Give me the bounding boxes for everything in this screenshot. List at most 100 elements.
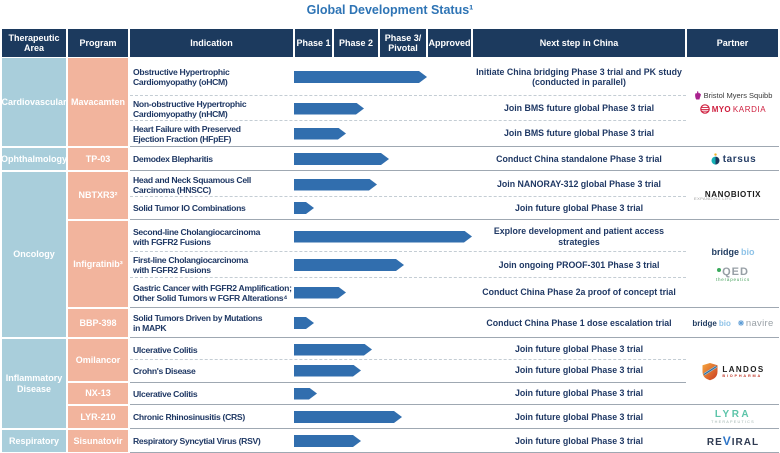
bridgebio-logo-text-dark: bridge [711, 246, 739, 257]
indication-cell: Chronic Rhinosinusitis (CRS) [133, 412, 245, 422]
column-header-partner: Partner [687, 29, 778, 57]
column-header-phase-3-pivotal: Phase 3/ Pivotal [380, 29, 426, 57]
indication-cell: Heart Failure with Preserved Ejection Fr… [133, 123, 241, 144]
column-header-program: Program [68, 29, 128, 57]
bridgebio-logo: bridge bio [692, 319, 730, 328]
bridgebio-logo-text-dark: bridge [692, 318, 717, 328]
next-step-cell: Conduct China Phase 2a proof of concept … [482, 287, 676, 298]
phase-progress-bar [294, 71, 427, 83]
program-cell-nbtxr3: NBTXR3² [68, 172, 128, 219]
program-cell-bbp-398: BBP-398 [68, 309, 128, 337]
partner-cell-reviral: RE V IRAL [688, 430, 778, 452]
tarsus-globe-icon [711, 153, 720, 165]
next-step-cell: Explore development and patient access s… [493, 226, 665, 247]
row-divider [130, 359, 686, 360]
phase-progress-bar [294, 231, 472, 243]
partner-cell-lyra: LYRA THERAPEUTICS [688, 406, 778, 428]
phase-progress-bar [294, 153, 389, 165]
table-row: Chronic Rhinosinusitis (CRS) Join future… [130, 406, 779, 428]
qed-logo-text: QED [722, 265, 749, 278]
table-row: Non-obstructive Hypertrophic Cardiomyopa… [130, 96, 779, 121]
group-divider [130, 170, 779, 171]
lyra-logo-text: LYRA [714, 409, 752, 420]
indication-cell: Obstructive Hypertrophic Cardiomyopathy … [133, 67, 230, 87]
next-step-cell: Join NANORAY-312 global Phase 3 trial [497, 179, 661, 190]
area-cell-ophthalmology: Ophthalmology [1, 148, 67, 170]
landos-logo-subtext: BIOPHARMA [722, 374, 763, 378]
indication-cell: Demodex Blepharitis [133, 154, 213, 164]
area-cell-respiratory: Respiratory [2, 430, 66, 452]
next-step-cell: Conduct China Phase 1 dose escalation tr… [486, 317, 672, 328]
bms-logo-text: Bristol Myers Squibb [703, 90, 773, 100]
table-row: Ulcerative Colitis Join future global Ph… [130, 383, 779, 404]
table-row: First-line Cholangiocarcinoma with FGFR2… [130, 252, 779, 278]
reviral-logo-text: RE [706, 437, 723, 448]
table-row: Gastric Cancer with FGFR2 Amplification;… [130, 278, 779, 307]
table-row: Respiratory Syncytial Virus (RSV) Join f… [130, 430, 779, 452]
lyra-logo-subtext: THERAPEUTICS [711, 420, 755, 424]
table-row: Obstructive Hypertrophic Cardiomyopathy … [130, 58, 779, 96]
next-step-cell: Join future global Phase 3 trial [514, 365, 644, 376]
program-cell-tp-03: TP-03 [68, 148, 128, 170]
next-step-cell: Join BMS future global Phase 3 trial [503, 128, 655, 139]
nanobiotix-tagline: EXPANDING LIFE [694, 196, 733, 201]
indication-cell: Ulcerative Colitis [133, 344, 198, 355]
area-cell-oncology: Oncology [2, 172, 66, 337]
column-header-indication: Indication [130, 29, 293, 57]
next-step-cell: Join future global Phase 3 trial [514, 435, 644, 446]
column-header-phase-1: Phase 1 [295, 29, 332, 57]
row-divider [130, 95, 686, 96]
partner-cell-nanobiotix: NANOBIOTIX EXPANDING LIFE [688, 172, 778, 219]
row-divider [130, 251, 686, 252]
bridgebio-logo-text-light: bio [741, 246, 755, 257]
reviral-v-mark: V [722, 434, 732, 448]
table-row: Demodex Blepharitis Conduct China standa… [130, 148, 779, 170]
program-cell-mavacamten: Mavacamten [68, 58, 128, 146]
partner-cell-bridgebio-navire: bridge bio navire [688, 309, 778, 337]
phase-progress-bar [294, 128, 346, 140]
landos-logo-text: LANDOS [722, 365, 765, 374]
bridgebio-logo: bridge bio [711, 247, 754, 257]
phase-progress-bar [294, 103, 364, 115]
indication-cell: Solid Tumor IO Combinations [133, 203, 246, 213]
phase-progress-bar [294, 259, 404, 271]
next-step-cell: Join future global Phase 3 trial [514, 411, 644, 422]
reviral-logo: RE V IRAL [707, 434, 759, 448]
group-divider [130, 219, 779, 220]
group-divider [130, 382, 686, 383]
myokardia-logo: MYO KARDIA [699, 104, 767, 114]
table-row: Crohn's Disease Join future global Phase… [130, 360, 779, 381]
landos-logo: LANDOS BIOPHARMA [701, 362, 764, 381]
next-step-cell: Join ongoing PROOF-301 Phase 3 trial [498, 259, 660, 270]
next-step-cell: Join future global Phase 3 trial [514, 344, 644, 355]
next-step-cell: Conduct China standalone Phase 3 trial [496, 153, 662, 164]
program-cell-sisunatovir: Sisunatovir [68, 430, 128, 452]
area-cell-inflammatory-disease: Inflammatory Disease [2, 339, 66, 428]
bristol-myers-squibb-logo: Bristol Myers Squibb [694, 90, 773, 100]
row-divider [130, 120, 686, 121]
next-step-cell: Initiate China bridging Phase 3 trial an… [476, 66, 682, 88]
table-row: Solid Tumor IO Combinations Join future … [130, 197, 779, 219]
tarsus-logo-text: tarsus [722, 153, 757, 165]
qed-logo-subtext: therapeutics [715, 276, 751, 282]
indication-cell: Respiratory Syncytial Virus (RSV) [133, 436, 261, 446]
indication-cell: First-line Cholangiocarcinoma with FGFR2… [133, 255, 248, 275]
landos-shield-icon [702, 363, 718, 381]
indication-cell: Second-line Cholangiocarcinoma with FGFR… [133, 226, 261, 247]
navire-logo-text: navire [745, 317, 774, 329]
indication-cell: Non-obstructive Hypertrophic Cardiomyopa… [133, 98, 247, 119]
column-header-approved: Approved [428, 29, 471, 57]
phase-progress-bar [294, 317, 314, 329]
navire-star-icon [737, 320, 744, 326]
nanobiotix-logo: NANOBIOTIX [704, 190, 762, 199]
phase-progress-bar [294, 388, 317, 400]
group-divider [130, 307, 779, 308]
program-cell-lyr-210: LYR-210 [68, 406, 128, 428]
phase-progress-bar [294, 411, 402, 423]
phase-progress-bar [294, 179, 377, 191]
myokardia-swirl-icon [699, 104, 710, 114]
next-step-cell: Join BMS future global Phase 3 trial [503, 103, 655, 114]
indication-cell: Crohn's Disease [133, 365, 196, 376]
phase-progress-bar [294, 365, 361, 377]
